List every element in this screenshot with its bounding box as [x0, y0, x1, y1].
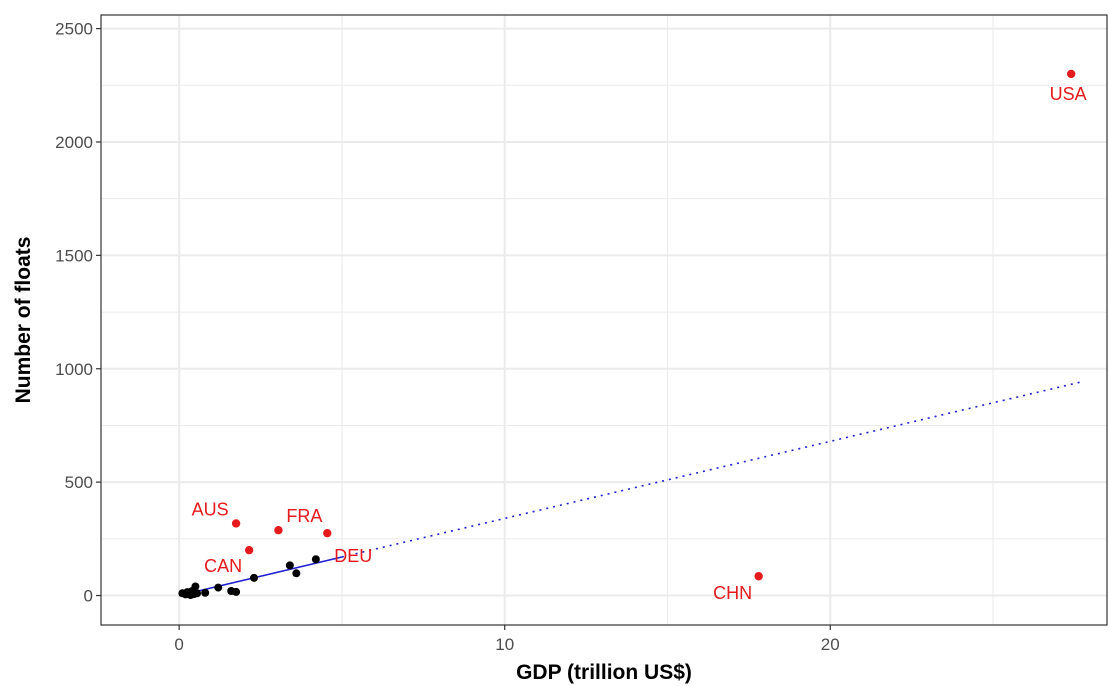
- x-tick-label: 0: [174, 635, 183, 654]
- y-tick-label: 500: [65, 473, 93, 492]
- data-point: [285, 561, 294, 570]
- data-point: [292, 569, 301, 578]
- point-labels: USA CHN AUS FRA DEU CAN: [192, 84, 1087, 603]
- x-tick-label: 20: [821, 635, 840, 654]
- highlight-point-chn: [754, 572, 763, 581]
- y-tick-label: 2000: [55, 133, 93, 152]
- y-tick-label: 2500: [55, 20, 93, 39]
- highlight-point-aus: [231, 519, 241, 528]
- point-label-can: CAN: [204, 556, 242, 576]
- highlight-point-fra: [274, 526, 283, 535]
- axes: 0 10 20 0 500 1000 1500 2000 2500: [55, 20, 840, 654]
- highlight-point-deu: [323, 528, 332, 538]
- x-axis-title: GDP (trillion US$): [516, 661, 692, 684]
- point-label-deu: DEU: [334, 546, 372, 566]
- point-label-chn: CHN: [713, 583, 752, 603]
- fit-lines: [178, 380, 1085, 597]
- y-tick-label: 1500: [55, 246, 93, 265]
- grid-lines: [101, 15, 1107, 625]
- highlight-point-can: [244, 545, 254, 555]
- point-label-usa: USA: [1050, 84, 1087, 104]
- panel-border: [100, 14, 1108, 626]
- data-point: [193, 589, 202, 598]
- data-point: [201, 588, 210, 597]
- fit-line-dotted: [341, 380, 1085, 558]
- point-label-aus: AUS: [192, 499, 229, 519]
- data-points: [178, 69, 1076, 600]
- data-point: [232, 587, 241, 596]
- y-axis-title: Number of floats: [12, 237, 35, 404]
- y-tick-label: 1000: [55, 360, 93, 379]
- y-tick-label: 0: [84, 587, 93, 606]
- x-tick-label: 10: [495, 635, 514, 654]
- data-point: [311, 555, 320, 564]
- highlight-point-usa: [1066, 69, 1076, 79]
- point-label-fra: FRA: [286, 506, 322, 526]
- data-point: [250, 573, 259, 582]
- data-point: [214, 583, 223, 592]
- data-point: [191, 582, 200, 591]
